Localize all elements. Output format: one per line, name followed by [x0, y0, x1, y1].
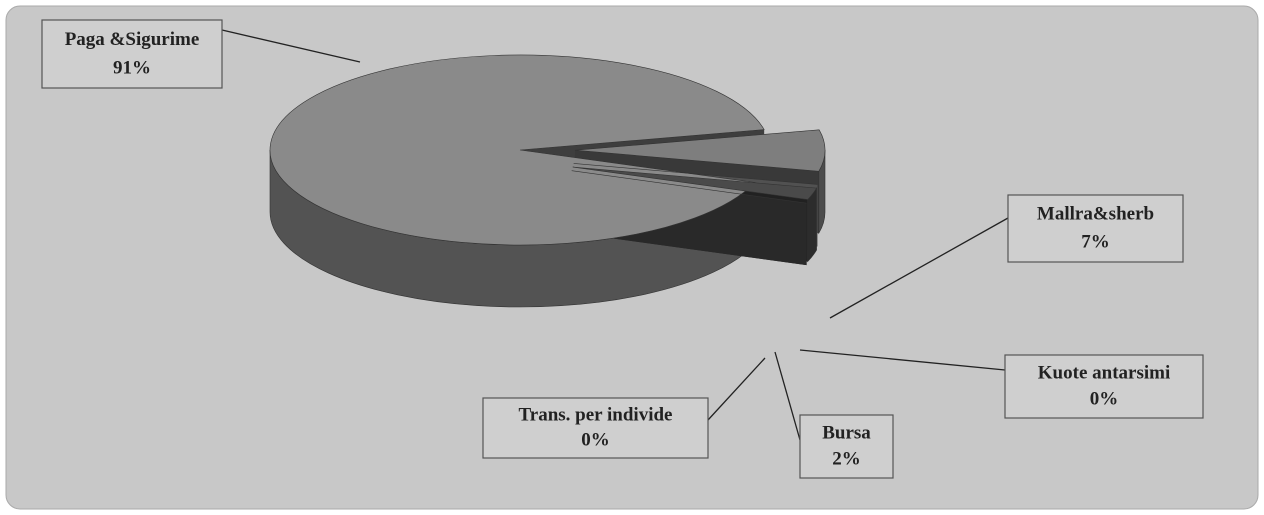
leader-line [799, 349, 1006, 371]
value-label: 2% [832, 449, 861, 470]
slice-top [574, 129, 826, 172]
slice-top [572, 166, 818, 200]
label-box [799, 414, 894, 479]
leader-line [221, 29, 361, 63]
value-label: 7% [1081, 232, 1110, 253]
leader-line [707, 357, 766, 421]
label-box [1004, 354, 1204, 419]
leader-line [829, 217, 1009, 319]
slice-top [269, 54, 765, 246]
slice-side [807, 187, 817, 263]
value-label: 0% [1090, 389, 1119, 410]
value-label: 91% [113, 57, 151, 78]
category-label: Kuote antarsimi [1038, 362, 1170, 383]
value-label: 0% [581, 430, 610, 451]
category-label: Paga &Sigurime [65, 29, 200, 50]
leader-line [774, 351, 801, 441]
category-label: Trans. per individe [519, 404, 673, 425]
slice-top [571, 170, 807, 204]
label-box [41, 19, 223, 89]
category-label: Mallra&sherb [1037, 203, 1154, 224]
category-label: Bursa [822, 422, 871, 443]
label-box [482, 397, 709, 459]
label-box [1007, 194, 1184, 263]
